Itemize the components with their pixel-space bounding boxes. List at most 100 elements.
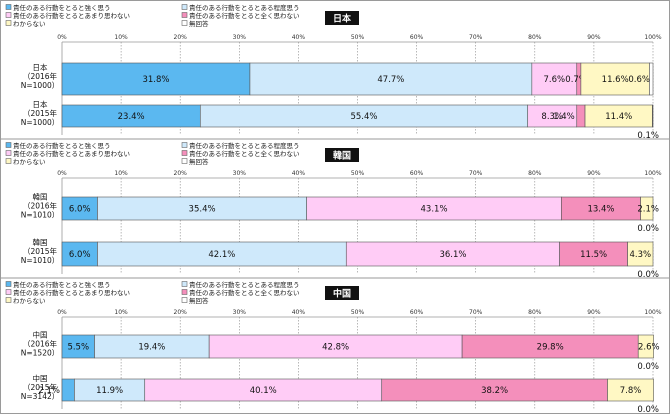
tick-label: 60% bbox=[410, 34, 424, 41]
category-label: 日本 bbox=[33, 99, 48, 109]
category-label: N=1000） bbox=[21, 81, 59, 90]
data-label: 2.6% bbox=[638, 343, 660, 353]
bar-segment bbox=[97, 241, 347, 267]
bar-segment bbox=[607, 378, 654, 402]
data-label: 23.4% bbox=[118, 112, 145, 122]
legend-label: 責任のある行動をとると強く思う bbox=[13, 280, 111, 289]
legend-label: 無回答 bbox=[189, 296, 209, 305]
legend-swatch bbox=[181, 150, 188, 156]
data-label: 4.3% bbox=[629, 250, 651, 260]
category-label: N=3142） bbox=[21, 392, 59, 401]
data-label: 29.8% bbox=[537, 343, 564, 353]
tick-label: 0% bbox=[57, 309, 67, 316]
data-label: 11.4% bbox=[605, 112, 632, 122]
data-label: 8.3% bbox=[541, 112, 563, 122]
data-label: 35.4% bbox=[189, 205, 216, 215]
legend-swatch bbox=[5, 150, 12, 156]
legend-swatch bbox=[181, 289, 188, 295]
bar-segment bbox=[649, 62, 654, 96]
tick-label: 20% bbox=[174, 309, 188, 316]
legend-swatch bbox=[181, 142, 188, 148]
tick-label: 50% bbox=[351, 309, 365, 316]
bar-segment bbox=[576, 104, 586, 128]
data-label: 38.2% bbox=[481, 386, 508, 396]
legend-label: 責任のある行動をとると強く思う bbox=[13, 141, 111, 150]
bar-segment bbox=[559, 241, 628, 267]
data-label: 6.0% bbox=[69, 205, 91, 215]
data-label: 5.5% bbox=[67, 343, 89, 353]
tick-label: 60% bbox=[410, 309, 424, 316]
legend-label: 責任のある行動をとるとあまり思わない bbox=[13, 288, 130, 297]
legend-swatch bbox=[181, 158, 188, 164]
legend-swatch bbox=[181, 297, 188, 303]
legend-swatch bbox=[5, 158, 12, 164]
legend-label: 責任のある行動をとると全く思わない bbox=[189, 149, 300, 158]
legend-swatch bbox=[5, 142, 12, 148]
legend-label: 無回答 bbox=[189, 19, 209, 28]
tick-label: 40% bbox=[292, 34, 306, 41]
data-label: 11.9% bbox=[96, 386, 123, 396]
legend-label: 無回答 bbox=[189, 157, 209, 166]
category-label: N=1010） bbox=[21, 211, 59, 220]
category-label: （2015年 bbox=[23, 108, 58, 118]
category-label: （2015年 bbox=[23, 382, 58, 392]
legend-label: 責任のある行動をとるとあまり思わない bbox=[13, 11, 130, 20]
tick-label: 30% bbox=[233, 34, 247, 41]
panel-title: 日本 bbox=[333, 13, 352, 25]
bar-segment bbox=[640, 196, 654, 221]
category-label: 韓国 bbox=[33, 237, 48, 247]
tick-label: 60% bbox=[410, 170, 424, 177]
data-label: 40.1% bbox=[250, 386, 277, 396]
data-label: 11.6% bbox=[602, 75, 629, 85]
data-label: 0.7% bbox=[565, 75, 587, 85]
data-label: 55.4% bbox=[350, 112, 377, 122]
category-label: 日本 bbox=[33, 62, 48, 72]
data-label: 0.0% bbox=[637, 270, 659, 280]
panel-title: 韓国 bbox=[333, 150, 351, 162]
panel-title: 中国 bbox=[333, 288, 351, 300]
data-label: 1.4% bbox=[553, 112, 575, 122]
tick-label: 10% bbox=[114, 170, 128, 177]
legend-label: 責任のある行動をとるとある程度思う bbox=[189, 141, 300, 150]
legend-swatch bbox=[5, 4, 12, 10]
data-label: 7.8% bbox=[620, 386, 642, 396]
bar-segment bbox=[652, 104, 654, 128]
category-label: （2016年 bbox=[23, 339, 58, 349]
tick-label: 70% bbox=[469, 34, 483, 41]
category-label: 中国 bbox=[33, 330, 48, 340]
data-label: 36.1% bbox=[439, 250, 466, 260]
tick-label: 20% bbox=[174, 34, 188, 41]
legend-label: 責任のある行動をとると全く思わない bbox=[189, 11, 300, 20]
panel-title-box bbox=[325, 11, 359, 25]
panel-title-box bbox=[325, 148, 359, 162]
tick-label: 70% bbox=[469, 309, 483, 316]
tick-label: 20% bbox=[174, 170, 188, 177]
legend-swatch bbox=[5, 12, 12, 18]
bar-segment bbox=[61, 241, 98, 267]
legend-swatch bbox=[5, 281, 12, 287]
data-label: 0.1% bbox=[637, 131, 659, 141]
data-label: 7.6% bbox=[543, 75, 565, 85]
tick-label: 10% bbox=[114, 309, 128, 316]
data-label: 43.1% bbox=[421, 205, 448, 215]
tick-label: 10% bbox=[114, 34, 128, 41]
bar-segment bbox=[531, 62, 578, 96]
tick-label: 100% bbox=[644, 309, 661, 316]
legend-swatch bbox=[181, 12, 188, 18]
data-label: 0.0% bbox=[637, 405, 659, 415]
data-label: 11.5% bbox=[580, 250, 607, 260]
data-label: 0.0% bbox=[637, 224, 659, 234]
category-label: N=1010） bbox=[21, 256, 59, 265]
category-label: 中国 bbox=[33, 373, 48, 383]
tick-label: 30% bbox=[233, 170, 247, 177]
tick-label: 80% bbox=[528, 170, 542, 177]
tick-label: 80% bbox=[528, 34, 542, 41]
data-label: 42.8% bbox=[322, 343, 349, 353]
data-label: 6.0% bbox=[69, 250, 91, 260]
category-label: （2016年 bbox=[23, 201, 58, 211]
data-label: 31.8% bbox=[142, 75, 169, 85]
tick-label: 0% bbox=[57, 34, 67, 41]
category-label: （2016年 bbox=[23, 71, 58, 81]
